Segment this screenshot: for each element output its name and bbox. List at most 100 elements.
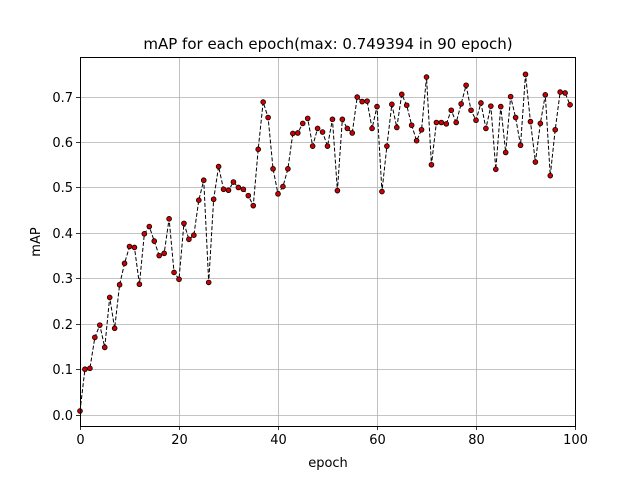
data-point (329, 116, 336, 123)
data-point (280, 183, 286, 190)
data-point (552, 126, 558, 133)
data-point (517, 142, 524, 149)
data-point (483, 125, 489, 132)
data-point (354, 94, 361, 100)
data-point (191, 232, 197, 238)
data-point (349, 130, 356, 136)
chart-title: mAP for each epoch(max: 0.749394 in 90 e… (143, 35, 512, 53)
data-point (359, 98, 365, 105)
x-tick-label: 0 (76, 433, 84, 448)
data-point (131, 244, 138, 251)
data-point (126, 243, 133, 250)
data-point (166, 216, 172, 222)
data-point (156, 252, 163, 259)
data-point (265, 114, 271, 121)
data-point (512, 114, 519, 121)
data-point (116, 281, 123, 288)
data-point (507, 93, 514, 100)
data-point (230, 179, 237, 185)
data-point (438, 119, 445, 126)
data-point (389, 101, 395, 108)
data-point (141, 231, 148, 237)
data-point (235, 184, 242, 191)
data-point (270, 166, 276, 172)
data-point (200, 177, 207, 184)
data-point (532, 159, 539, 165)
data-point (225, 187, 232, 194)
data-point (403, 102, 410, 109)
data-point (413, 137, 420, 144)
x-axis-label: epoch (308, 456, 348, 471)
data-point (285, 166, 291, 172)
data-point (492, 166, 499, 173)
data-point (240, 186, 247, 193)
y-tick-label: 0.0 (52, 409, 73, 424)
data-point (136, 281, 143, 288)
data-point (537, 120, 544, 127)
data-point (562, 90, 568, 96)
data-point (294, 130, 301, 136)
data-point (196, 197, 202, 204)
data-point (151, 238, 158, 244)
data-point (275, 191, 281, 197)
data-point (448, 107, 455, 114)
data-point (339, 116, 346, 123)
data-point (309, 143, 316, 149)
data-point (314, 125, 321, 132)
data-point (92, 334, 98, 341)
data-point (181, 220, 187, 227)
data-point (393, 124, 400, 131)
data-point (121, 260, 128, 267)
data-point (488, 103, 494, 109)
data-point (161, 250, 167, 257)
data-point (245, 192, 252, 199)
data-point (502, 149, 509, 156)
data-point (547, 172, 554, 179)
data-point (542, 92, 549, 98)
data-point (423, 74, 430, 80)
data-point (478, 100, 484, 106)
data-point (299, 120, 306, 127)
data-point (101, 344, 108, 351)
data-point (428, 161, 435, 168)
data-point (527, 118, 534, 125)
y-tick-label: 0.1 (52, 363, 73, 378)
data-point (260, 99, 266, 105)
data-point (176, 276, 182, 283)
data-point (334, 187, 341, 194)
data-point (344, 125, 351, 132)
x-tick-label: 60 (369, 433, 386, 448)
data-point (522, 71, 529, 78)
data-point (290, 130, 296, 137)
data-point (205, 279, 212, 286)
data-point (255, 146, 262, 153)
x-tick-label: 100 (563, 433, 588, 448)
data-point (364, 98, 370, 104)
data-point (418, 126, 425, 133)
data-point (324, 143, 331, 149)
data-point (567, 102, 573, 108)
x-tick-label: 80 (468, 433, 485, 448)
data-point (433, 119, 440, 126)
data-point (384, 143, 390, 149)
data-point (468, 107, 474, 114)
series-layer (77, 71, 573, 414)
data-point (379, 188, 385, 195)
data-point (250, 202, 257, 209)
data-point (473, 117, 479, 124)
data-point (408, 122, 415, 129)
data-point (111, 325, 118, 332)
data-point (171, 269, 177, 276)
data-point (443, 121, 450, 127)
data-point (557, 89, 563, 95)
data-point (497, 103, 504, 110)
y-axis-label: mAP (29, 227, 44, 257)
y-tick-label: 0.5 (52, 181, 73, 196)
data-point (453, 119, 460, 126)
data-point (319, 129, 326, 135)
plot-frame (80, 57, 576, 427)
data-point (215, 163, 222, 170)
y-tick-label: 0.3 (52, 272, 73, 287)
